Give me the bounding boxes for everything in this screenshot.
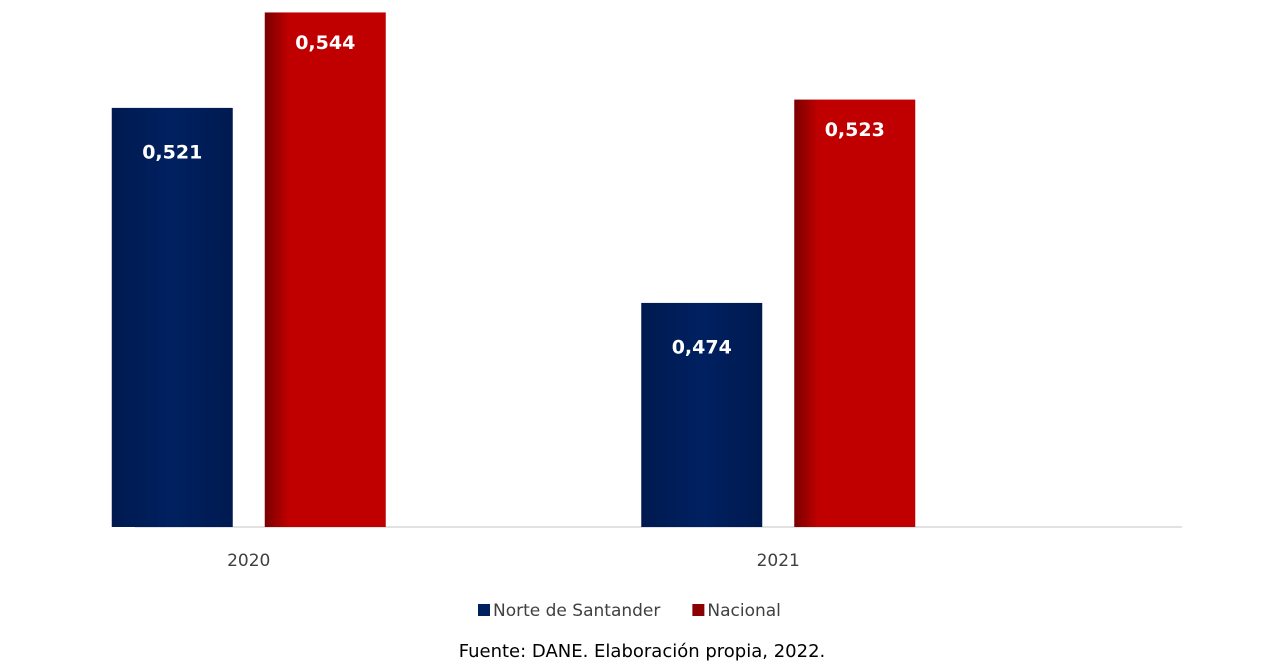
source: Fuente: DANE. Elaboración propia, 2022.: [459, 641, 826, 662]
value-label: 0,523: [825, 119, 885, 141]
legend-swatch: [478, 604, 490, 616]
bar: [264, 12, 386, 528]
bar: [111, 107, 233, 527]
bar: [794, 99, 916, 528]
value-label: 0,544: [295, 32, 355, 54]
legend-swatch: [692, 604, 705, 616]
legend-label: Nacional: [707, 601, 781, 621]
legend-label: Norte de Santander: [493, 601, 660, 621]
x-tick-label: 2020: [227, 551, 270, 571]
value-label: 0,521: [142, 141, 202, 163]
x-tick-label: 2021: [757, 551, 800, 571]
value-label: 0,474: [672, 336, 732, 358]
bar: [641, 302, 763, 527]
